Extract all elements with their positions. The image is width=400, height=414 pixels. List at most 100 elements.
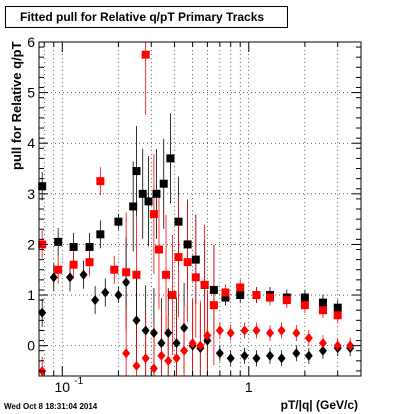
data-point-diamond: [196, 340, 205, 351]
data-point-diamond: [172, 353, 181, 364]
y-tick-label: 6: [27, 34, 35, 50]
data-point-diamond: [203, 335, 212, 346]
data-point-square: [174, 217, 183, 226]
data-point-square: [168, 291, 177, 300]
data-point-diamond: [141, 353, 150, 364]
data-point-diamond: [240, 325, 249, 336]
data-point-diamond: [114, 290, 123, 301]
data-point-diamond: [252, 353, 261, 364]
data-point-diamond: [91, 295, 100, 306]
data-point-diamond: [180, 345, 189, 356]
data-point-square: [209, 285, 218, 294]
data-point-square: [154, 245, 163, 254]
data-point-diamond: [240, 350, 249, 361]
data-point-square: [236, 291, 245, 300]
data-point-diamond: [333, 340, 342, 351]
chart-title: Fitted pull for Relative q/pT Primary Tr…: [5, 6, 288, 28]
data-point-diamond: [215, 325, 224, 336]
data-point-diamond: [172, 338, 181, 349]
data-point-square: [221, 293, 230, 302]
y-tick-label: 5: [27, 85, 35, 101]
y-axis-label: pull for Relative q/pT: [9, 41, 24, 170]
data-point-diamond: [277, 325, 286, 336]
data-point-diamond: [157, 338, 166, 349]
data-point-square: [96, 177, 105, 186]
data-point-square: [85, 242, 94, 251]
y-tick-label: 0: [27, 338, 35, 354]
data-point-square: [149, 210, 158, 219]
data-point-diamond: [66, 272, 75, 283]
data-point-square: [144, 197, 153, 206]
data-point-square: [38, 182, 47, 191]
data-point-square: [282, 296, 291, 305]
data-point-square: [318, 298, 327, 307]
data-point-square: [318, 306, 327, 315]
data-point-diamond: [122, 277, 131, 288]
data-point-square: [69, 242, 78, 251]
data-point-diamond: [180, 322, 189, 333]
x-tick-label: 10: [55, 379, 71, 395]
data-point-square: [152, 189, 161, 198]
data-point-square: [162, 270, 171, 279]
x-axis-label: pT/|q| (GeV/c): [280, 398, 358, 412]
data-point-square: [333, 311, 342, 320]
error-bars: [41, 42, 351, 376]
data-point-diamond: [122, 348, 131, 359]
data-point-square: [132, 270, 141, 279]
data-point-square: [191, 255, 200, 264]
data-point-square: [236, 283, 245, 292]
data-point-diamond: [149, 363, 158, 374]
data-markers: [38, 50, 355, 376]
data-point-diamond: [149, 327, 158, 338]
data-point-square: [138, 189, 147, 198]
data-point-square: [110, 265, 119, 274]
data-point-square: [85, 258, 94, 267]
data-point-diamond: [157, 350, 166, 361]
data-point-square: [129, 202, 138, 211]
data-point-diamond: [141, 325, 150, 336]
data-point-diamond: [265, 350, 274, 361]
data-point-square: [183, 258, 192, 267]
y-tick-label: 4: [27, 135, 35, 151]
data-point-square: [114, 217, 123, 226]
data-point-diamond: [252, 325, 261, 336]
data-point-square: [54, 265, 63, 274]
data-point-square: [96, 230, 105, 239]
data-point-diamond: [49, 272, 58, 283]
data-point-diamond: [318, 345, 327, 356]
timestamp: Wed Oct 8 18:31:04 2014: [4, 402, 98, 411]
data-point-diamond: [304, 333, 313, 344]
data-point-diamond: [265, 327, 274, 338]
data-point-square: [300, 301, 309, 310]
data-point-square: [132, 167, 141, 176]
data-point-square: [333, 303, 342, 312]
data-point-diamond: [277, 353, 286, 364]
data-point-diamond: [318, 338, 327, 349]
data-point-diamond: [292, 327, 301, 338]
data-point-square: [166, 154, 175, 163]
data-point-diamond: [304, 350, 313, 361]
data-point-square: [200, 280, 209, 289]
data-point-square: [54, 237, 63, 246]
data-point-diamond: [164, 355, 173, 366]
data-point-square: [122, 268, 131, 277]
y-tick-label: 2: [27, 236, 35, 252]
data-point-diamond: [203, 330, 212, 341]
data-point-square: [265, 293, 274, 302]
x-tick-label-exponent: -1: [74, 376, 83, 387]
data-point-square: [183, 240, 192, 249]
data-point-diamond: [226, 327, 235, 338]
data-point-square: [69, 260, 78, 269]
data-point-square: [159, 179, 168, 188]
data-point-diamond: [79, 269, 88, 280]
data-point-square: [221, 288, 230, 297]
y-tick-label: 3: [27, 186, 35, 202]
x-tick-label: 1: [245, 379, 253, 395]
data-point-square: [300, 293, 309, 302]
data-point-diamond: [101, 287, 110, 298]
data-point-square: [174, 253, 183, 262]
data-point-square: [191, 273, 200, 282]
data-point-square: [209, 301, 218, 310]
chart-title-text: Fitted pull for Relative q/pT Primary Tr…: [20, 10, 265, 24]
